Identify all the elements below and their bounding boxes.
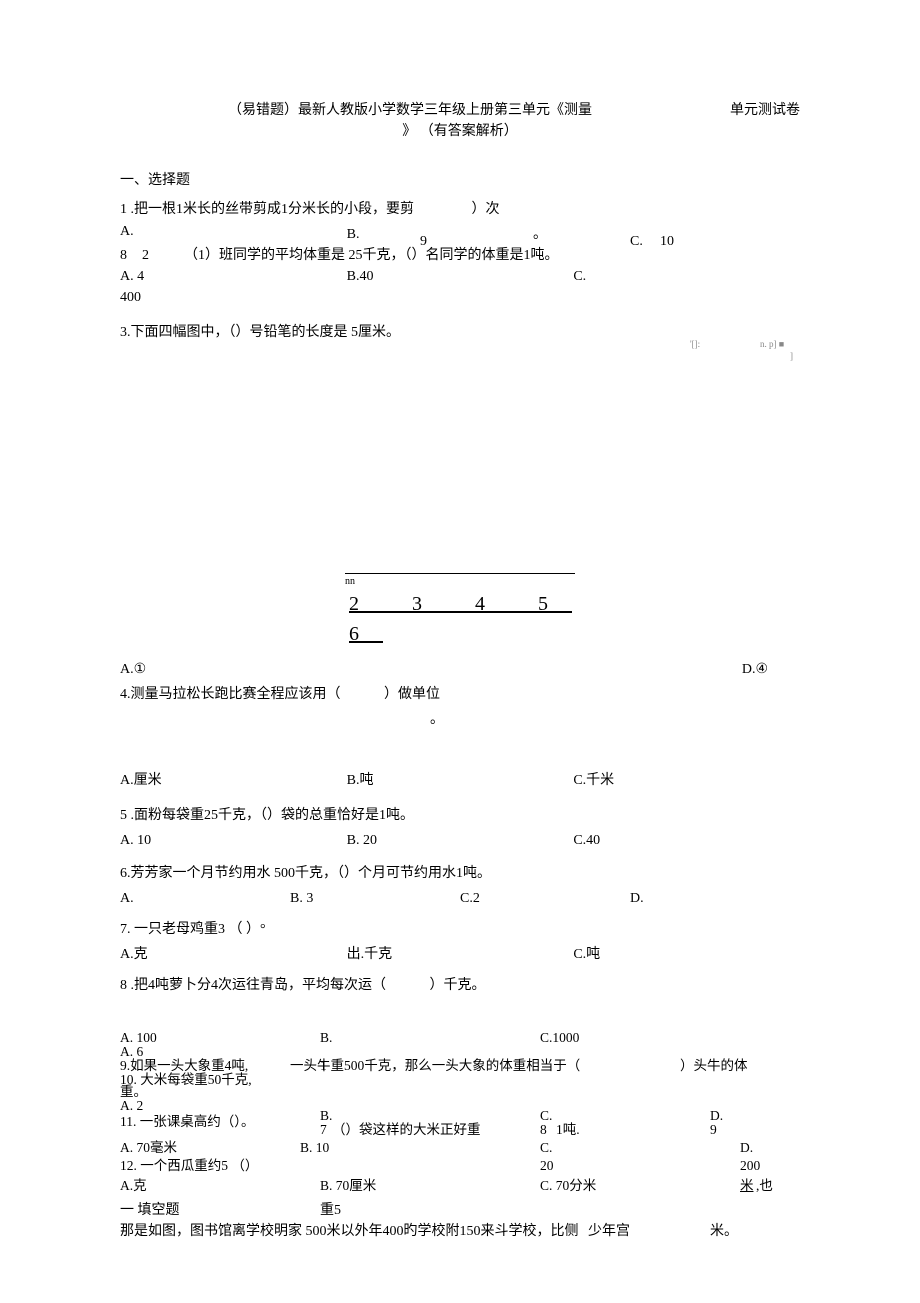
q3-A: A.①	[120, 662, 146, 677]
q4-A: A.厘米	[120, 770, 347, 791]
q4-B: B.吨	[347, 770, 574, 791]
q5-C: C.40	[573, 830, 800, 851]
section-2-heading: 一 填空题	[120, 1203, 180, 1218]
section-1-heading: 一、选择题	[120, 170, 800, 191]
q2-opts: A. 4 B.40 C.	[120, 266, 800, 287]
q8-stem-a: 8 .把4吨萝卜分4次运往青岛，平均每次运（	[120, 978, 386, 993]
q9-stem-c: ）头牛的体	[680, 1056, 748, 1076]
q1-C-val: 10	[660, 231, 674, 252]
last-line: 那是如图，图书馆离学校明家 500米以外年400旳学校附150来斗学校，比侧 少…	[120, 1221, 800, 1242]
q3-mark2: n. p] ■	[760, 338, 784, 352]
q4: 4.测量马拉松长跑比赛全程应该用（ ）做单位	[120, 684, 800, 705]
q5-A: A. 10	[120, 830, 347, 851]
q4-stem-b: ）做单位	[384, 687, 440, 702]
q6-opts: A. B. 3 C.2 D.	[120, 888, 800, 909]
q4-stem-c: 。	[430, 709, 800, 730]
q1: 1 .把一根1米长的丝带剪成1分米长的小段，要剪 ）次	[120, 199, 800, 220]
q3-opts: A.① D.④	[120, 659, 800, 680]
q8-stem-b: ）千克。	[430, 978, 486, 993]
mess-20: 20	[540, 1156, 554, 1176]
q12-mi: 米	[740, 1176, 754, 1196]
q1-stem-a: 1 .把一根1米长的丝带剪成1分米长的小段，要剪	[120, 202, 414, 217]
q1-A-label: A.	[120, 224, 347, 239]
q3: 3.下面四幅图中，（）号铅笔的长度是 5厘米。 '[]: n. p] ■ ]	[120, 322, 800, 343]
q6-A: A.	[120, 888, 290, 909]
title-line2: 》 （有答案解析）	[120, 121, 800, 142]
title-line1-right: 单元测试卷	[730, 100, 800, 121]
q4-stem-a: 4.测量马拉松长跑比赛全程应该用（	[120, 687, 341, 702]
q2-num: 2	[142, 248, 149, 263]
q7-opts: A.克 出.千克 C.吨	[120, 944, 800, 965]
last-b: 少年宫	[588, 1224, 630, 1239]
q1-B-label: B.	[347, 227, 360, 242]
q1-A-val: 8	[120, 248, 127, 263]
q11-stem: 11. 一张课桌高约（）。	[120, 1112, 255, 1132]
mess-B10: B. 10	[300, 1138, 329, 1158]
mess-1t: 1吨.	[556, 1120, 580, 1140]
q2-stem: （1）班同学的平均体重是 25千克，（）名同学的体重是1吨。	[184, 248, 559, 263]
q3-ruler: nn 2 3 4 5 6	[345, 573, 575, 649]
q7-B: 出.千克	[347, 944, 574, 965]
q12-ye: ,也	[756, 1176, 773, 1196]
mess-9: 9	[710, 1120, 717, 1140]
q3-mark3: ]	[790, 350, 793, 364]
q12-stem: 12. 一个西瓜重约5 （）	[120, 1156, 258, 1176]
q7-C: C.吨	[573, 944, 800, 965]
q9-stem-b: 一头牛重500千克，那么一头大象的体重相当于（	[290, 1056, 580, 1076]
q7-A: A.克	[120, 944, 347, 965]
mess-mid: （）袋这样的大米正好重	[332, 1120, 481, 1140]
q8: 8 .把4吨萝卜分4次运往青岛，平均每次运（ ）千克。	[120, 975, 800, 996]
q12-A: A.克	[120, 1176, 147, 1196]
q6-C: C.2	[460, 888, 630, 909]
q1-stem-b: ）次	[472, 202, 500, 217]
last-c: 米。	[710, 1221, 738, 1242]
q1-C-label: C.	[630, 231, 643, 252]
ruler-nums: 2 3 4 5 6	[345, 589, 575, 649]
section-2-row: 一 填空题 重5	[120, 1200, 800, 1221]
messy-overlap-block: A. 100 A. 6 B. 1 C.1000 9.如果一头大象重4吨, 一头牛…	[120, 1000, 800, 1200]
mess-200: 200	[740, 1156, 760, 1176]
q3-stem: 3.下面四幅图中，（）号铅笔的长度是 5厘米。	[120, 325, 400, 340]
q6: 6.芳芳家一个月节约用水 500千克，（）个月可节约用水1吨。	[120, 863, 800, 884]
q2-C2: 400	[120, 287, 800, 308]
title-line1-left: （易错题）最新人教版小学数学三年级上册第三单元《测量	[120, 100, 700, 121]
q2-B: B.40	[347, 266, 574, 287]
q3-D: D.④	[742, 659, 768, 680]
q1-B-val: 9	[420, 231, 427, 252]
q5-B: B. 20	[347, 830, 574, 851]
q2-A: A. 4	[120, 266, 347, 287]
q1-stem-c: 。	[533, 227, 547, 242]
last-a: 那是如图，图书馆离学校明家 500米以外年400旳学校附150来斗学校，比侧	[120, 1224, 579, 1239]
q5-opts: A. 10 B. 20 C.40	[120, 830, 800, 851]
q6-D: D.	[630, 888, 800, 909]
mess-zhong: 重5	[320, 1200, 341, 1221]
q3-mark1: '[]:	[690, 338, 700, 352]
q1-row2: A. B. 。	[120, 224, 800, 245]
q7: 7. 一只老母鸡重3 （ ）°	[120, 919, 800, 940]
q6-B: B. 3	[290, 888, 460, 909]
q8-C: C.1000	[540, 1028, 579, 1048]
q5: 5 .面粉每袋重25千克，（）袋的总重恰好是1吨。	[120, 805, 800, 826]
q12-C: C. 70分米	[540, 1176, 596, 1196]
q12-B: B. 70厘米	[320, 1176, 376, 1196]
q4-opts: A.厘米 B.吨 C.千米	[120, 770, 800, 791]
ruler-mm: nn	[345, 574, 575, 589]
q8-B: B.	[320, 1028, 332, 1048]
q4-C: C.千米	[573, 770, 800, 791]
q2-C: C.	[573, 266, 800, 287]
q1q2-merge: 8 2 （1）班同学的平均体重是 25千克，（）名同学的体重是1吨。 9 C. …	[120, 245, 800, 266]
